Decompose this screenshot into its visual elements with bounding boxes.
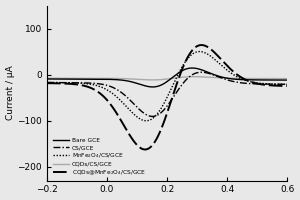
CS/GCE	[191, 73, 195, 75]
Bare GCE	[228, 77, 232, 80]
CS/GCE	[60, 81, 64, 84]
CQDs/CS/GCE	[286, 77, 289, 80]
MnFe$_2$O$_4$/CS/GCE	[228, 71, 232, 73]
CQDs/CS/GCE	[60, 77, 64, 79]
Bare GCE	[60, 78, 64, 80]
CS/GCE	[151, 115, 154, 118]
Bare GCE	[192, 67, 195, 69]
CS/GCE	[286, 83, 289, 86]
CS/GCE	[185, 78, 189, 80]
Bare GCE	[190, 67, 194, 69]
CQDs@MnFe$_2$O$_4$/CS/GCE	[60, 82, 64, 85]
CQDs@MnFe$_2$O$_4$/CS/GCE	[253, 82, 256, 84]
CQDs@MnFe$_2$O$_4$/CS/GCE	[228, 67, 232, 70]
MnFe$_2$O$_4$/CS/GCE	[253, 81, 256, 84]
MnFe$_2$O$_4$/CS/GCE	[185, 59, 189, 61]
Line: MnFe$_2$O$_4$/CS/GCE: MnFe$_2$O$_4$/CS/GCE	[47, 52, 287, 121]
CQDs@MnFe$_2$O$_4$/CS/GCE	[191, 48, 195, 51]
Y-axis label: Current / μA: Current / μA	[6, 66, 15, 120]
CS/GCE	[200, 71, 203, 73]
CQDs@MnFe$_2$O$_4$/CS/GCE	[45, 82, 49, 84]
Bare GCE	[151, 86, 154, 88]
CQDs@MnFe$_2$O$_4$/CS/GCE	[200, 44, 203, 46]
Line: CS/GCE: CS/GCE	[47, 72, 287, 116]
Line: Bare GCE: Bare GCE	[47, 68, 287, 87]
Line: CQDs@MnFe$_2$O$_4$/CS/GCE: CQDs@MnFe$_2$O$_4$/CS/GCE	[47, 45, 287, 149]
MnFe$_2$O$_4$/CS/GCE	[144, 120, 148, 122]
CS/GCE	[45, 81, 49, 84]
CQDs/CS/GCE	[185, 76, 189, 78]
CQDs/CS/GCE	[151, 79, 154, 81]
Bare GCE	[199, 68, 202, 71]
CS/GCE	[253, 83, 256, 85]
MnFe$_2$O$_4$/CS/GCE	[199, 50, 202, 53]
CS/GCE	[228, 79, 232, 82]
MnFe$_2$O$_4$/CS/GCE	[191, 52, 195, 55]
CQDs@MnFe$_2$O$_4$/CS/GCE	[199, 44, 202, 46]
Bare GCE	[45, 78, 49, 80]
MnFe$_2$O$_4$/CS/GCE	[45, 81, 49, 84]
Bare GCE	[286, 79, 289, 81]
MnFe$_2$O$_4$/CS/GCE	[198, 50, 201, 53]
CQDs/CS/GCE	[193, 75, 196, 78]
CQDs@MnFe$_2$O$_4$/CS/GCE	[185, 58, 189, 60]
CQDs/CS/GCE	[228, 77, 232, 79]
CQDs@MnFe$_2$O$_4$/CS/GCE	[143, 148, 147, 151]
CS/GCE	[199, 71, 202, 73]
CQDs/CS/GCE	[45, 77, 49, 79]
CQDs@MnFe$_2$O$_4$/CS/GCE	[286, 85, 289, 87]
Bare GCE	[253, 79, 256, 81]
CQDs/CS/GCE	[199, 76, 202, 78]
MnFe$_2$O$_4$/CS/GCE	[60, 81, 64, 84]
CQDs/CS/GCE	[253, 77, 256, 80]
Legend: Bare GCE, CS/GCE, MnFe$_2$O$_4$/CS/GCE, CQDs/CS/GCE, CQDs@MnFe$_2$O$_4$/CS/GCE: Bare GCE, CS/GCE, MnFe$_2$O$_4$/CS/GCE, …	[52, 138, 146, 178]
MnFe$_2$O$_4$/CS/GCE	[286, 83, 289, 85]
CQDs/CS/GCE	[191, 75, 195, 78]
Line: CQDs/CS/GCE: CQDs/CS/GCE	[47, 77, 287, 80]
Bare GCE	[185, 68, 189, 70]
